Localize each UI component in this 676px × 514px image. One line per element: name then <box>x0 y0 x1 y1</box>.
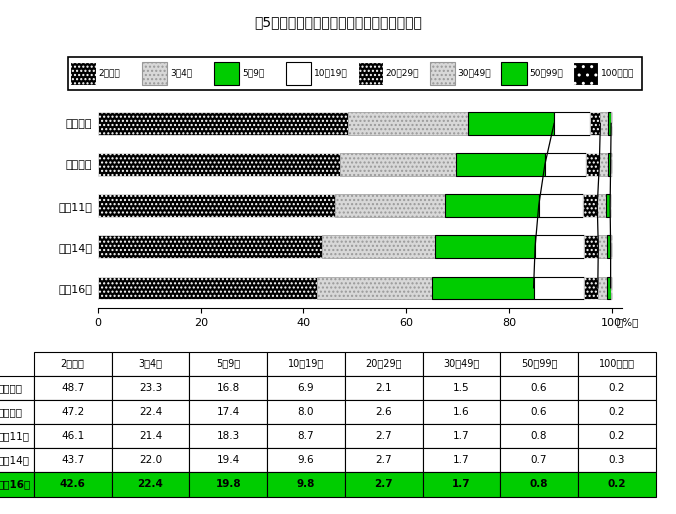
Bar <box>586 153 600 176</box>
Bar <box>502 62 527 85</box>
Bar <box>98 235 322 258</box>
Bar <box>608 112 611 135</box>
Bar <box>535 235 585 258</box>
Bar <box>598 235 607 258</box>
Bar <box>585 235 598 258</box>
Bar <box>456 153 545 176</box>
Bar <box>432 277 533 299</box>
Bar <box>435 235 535 258</box>
Bar <box>608 153 610 176</box>
Bar <box>598 277 606 299</box>
Text: （%）: （%） <box>617 318 639 327</box>
Bar <box>545 153 586 176</box>
Bar <box>607 235 610 258</box>
Bar <box>589 112 600 135</box>
Bar <box>606 277 610 299</box>
Text: 3～4人: 3～4人 <box>170 69 193 78</box>
Bar <box>606 194 610 217</box>
Text: 20～29人: 20～29人 <box>386 69 419 78</box>
Bar <box>286 62 311 85</box>
Bar <box>317 277 432 299</box>
Bar <box>214 62 239 85</box>
Bar <box>142 62 168 85</box>
Bar <box>468 112 554 135</box>
Bar <box>98 153 341 176</box>
Bar <box>98 277 317 299</box>
Bar <box>554 112 589 135</box>
Bar <box>358 62 383 85</box>
Bar <box>533 277 584 299</box>
Text: 囵5　事業所数の従業者規模別構成比の推移: 囵5 事業所数の従業者規模別構成比の推移 <box>254 15 422 29</box>
Bar <box>600 112 608 135</box>
Bar <box>430 62 455 85</box>
Text: 10～19人: 10～19人 <box>314 69 347 78</box>
Bar <box>445 194 539 217</box>
Text: 30～49人: 30～49人 <box>458 69 491 78</box>
Bar <box>573 62 598 85</box>
Text: 100人以上: 100人以上 <box>601 69 635 78</box>
Bar <box>98 112 348 135</box>
FancyBboxPatch shape <box>68 57 642 90</box>
Bar <box>98 194 335 217</box>
Bar <box>322 235 435 258</box>
Text: 2人以下: 2人以下 <box>99 69 120 78</box>
Bar <box>341 153 456 176</box>
Bar <box>583 194 598 217</box>
Bar <box>610 235 612 258</box>
Bar <box>584 277 598 299</box>
Bar <box>610 153 612 176</box>
Bar <box>610 194 611 217</box>
Bar <box>600 153 608 176</box>
Text: 50～99人: 50～99人 <box>529 69 563 78</box>
Bar <box>348 112 468 135</box>
Bar <box>611 112 612 135</box>
Bar <box>598 194 606 217</box>
Bar <box>610 277 612 299</box>
Text: 5～9人: 5～9人 <box>242 69 264 78</box>
Bar <box>70 62 95 85</box>
Bar <box>539 194 583 217</box>
Bar <box>335 194 445 217</box>
